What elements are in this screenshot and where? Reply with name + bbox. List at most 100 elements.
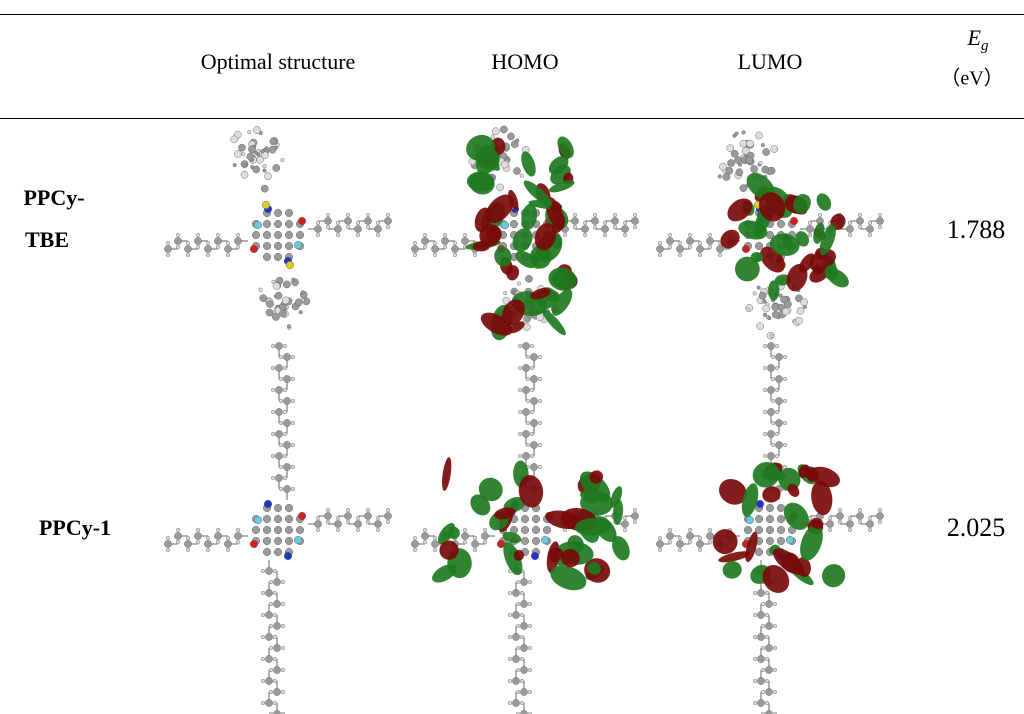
atom <box>731 150 738 157</box>
atom <box>261 150 265 154</box>
atom <box>275 430 282 437</box>
orbital-lobe <box>466 168 497 197</box>
atom <box>194 532 201 539</box>
orbital-lobe <box>817 559 850 592</box>
atom <box>525 275 532 282</box>
atom <box>250 245 258 253</box>
atom <box>411 245 418 252</box>
atom <box>528 580 532 584</box>
atom <box>512 589 519 596</box>
atom <box>271 476 275 480</box>
eg-value: 2.025 <box>947 513 1006 543</box>
atom <box>259 288 263 292</box>
atom <box>521 515 529 523</box>
atom <box>273 282 280 289</box>
atom <box>281 158 285 162</box>
atom <box>723 173 730 180</box>
atom <box>250 540 258 548</box>
atom <box>269 146 276 153</box>
atom <box>324 217 331 224</box>
atom <box>291 377 295 381</box>
atom <box>272 313 279 320</box>
atom <box>520 688 527 695</box>
atom <box>740 185 747 192</box>
atom <box>275 386 282 393</box>
atom <box>501 161 508 168</box>
atom <box>226 548 230 552</box>
atom <box>346 508 350 512</box>
atom <box>528 690 532 694</box>
atom <box>522 386 529 393</box>
atom <box>294 241 302 249</box>
atom <box>500 126 507 133</box>
atom <box>765 644 772 651</box>
atom <box>541 536 549 544</box>
atom <box>676 245 683 252</box>
atom <box>281 668 285 672</box>
atom <box>413 253 417 257</box>
atom <box>613 213 617 217</box>
atom <box>261 679 265 683</box>
atom <box>530 344 534 348</box>
atom <box>750 165 757 172</box>
atom <box>746 308 750 312</box>
atom <box>274 242 282 250</box>
atom <box>236 528 240 532</box>
atom <box>471 540 478 547</box>
atom <box>294 536 302 544</box>
atom <box>508 635 512 639</box>
atom <box>346 213 350 217</box>
atom <box>686 237 693 244</box>
atom <box>603 233 607 237</box>
atom <box>413 241 417 245</box>
atom <box>757 611 764 618</box>
atom <box>763 305 770 312</box>
atom <box>510 220 518 228</box>
atom <box>528 602 532 606</box>
atom <box>784 301 791 308</box>
atom <box>775 344 779 348</box>
atom <box>421 237 428 244</box>
atom <box>271 410 275 414</box>
atom <box>265 611 272 618</box>
atom <box>206 253 210 257</box>
atom <box>782 308 789 315</box>
atom <box>757 589 764 596</box>
atom <box>767 364 774 371</box>
atom <box>275 364 282 371</box>
atom <box>621 225 628 232</box>
atom <box>324 512 331 519</box>
atom <box>767 452 774 459</box>
atom <box>856 512 863 519</box>
atom <box>786 536 794 544</box>
atom <box>538 443 542 447</box>
atom <box>757 677 764 684</box>
atom <box>755 242 763 250</box>
atom <box>538 399 542 403</box>
atom <box>431 540 438 547</box>
atom <box>281 690 285 694</box>
atom <box>204 540 211 547</box>
atom <box>274 220 282 228</box>
atom <box>512 677 519 684</box>
atom <box>771 145 778 152</box>
atom <box>354 520 361 527</box>
molecule-images <box>0 0 1024 714</box>
atom <box>291 278 295 282</box>
page: Optimal structure HOMO LUMO Eg （eV） PPCy… <box>0 0 1024 714</box>
atom <box>581 225 588 232</box>
atom <box>522 342 529 349</box>
atom <box>451 245 458 252</box>
atom <box>518 454 522 458</box>
atom <box>530 353 537 360</box>
atom <box>573 213 577 217</box>
atom <box>266 309 273 316</box>
atom <box>686 532 693 539</box>
atom <box>261 635 265 639</box>
orbital-lobe <box>768 280 779 300</box>
atom <box>688 233 692 237</box>
eg-value: 1.788 <box>947 215 1006 245</box>
atom <box>281 602 285 606</box>
atom <box>708 528 712 532</box>
atom <box>291 421 295 425</box>
